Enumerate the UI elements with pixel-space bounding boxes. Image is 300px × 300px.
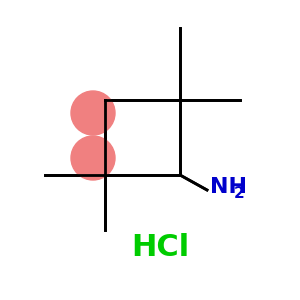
Text: 2: 2: [234, 187, 245, 202]
Text: NH: NH: [210, 177, 247, 197]
Circle shape: [71, 91, 115, 135]
Text: HCl: HCl: [131, 233, 189, 262]
Circle shape: [71, 136, 115, 180]
